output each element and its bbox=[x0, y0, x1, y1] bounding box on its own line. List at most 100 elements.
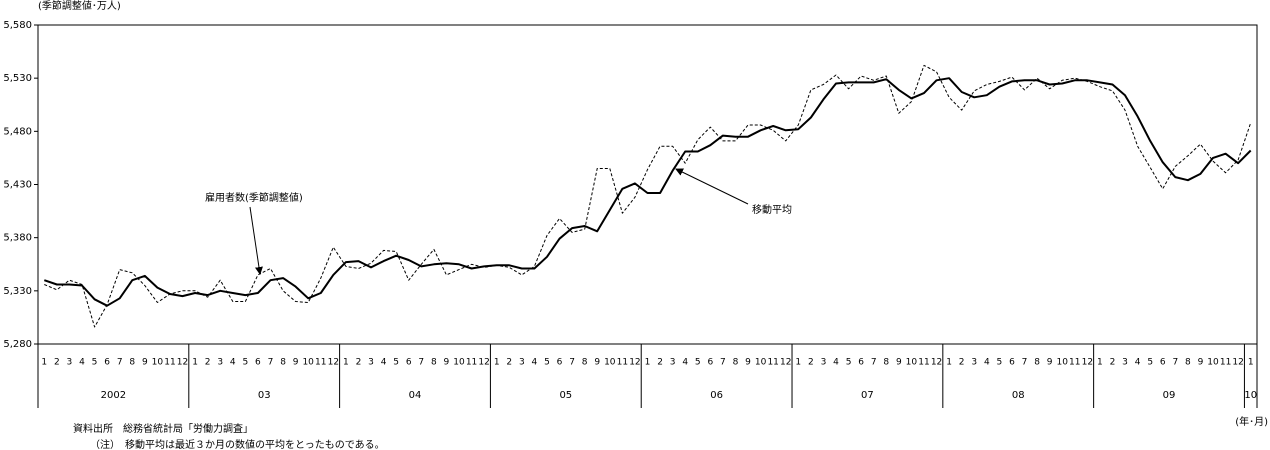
x-tick-label: 10 bbox=[755, 358, 767, 368]
y-unit-label: (季節調整値･万人) bbox=[38, 0, 121, 12]
x-tick-label: 1 bbox=[494, 358, 500, 368]
x-tick-label: 11 bbox=[1220, 358, 1231, 368]
group-label: 08 bbox=[1012, 390, 1025, 401]
x-tick-label: 2 bbox=[959, 358, 965, 368]
x-tick-label: 2 bbox=[205, 358, 211, 368]
x-tick-label: 12 bbox=[629, 358, 640, 368]
series-label: 移動平均 bbox=[752, 203, 792, 216]
note: （注） 移動平均は最近３か月の数値の平均をとったものである。 bbox=[90, 438, 385, 450]
x-tick-label: 1 bbox=[1097, 358, 1103, 368]
x-tick-label: 6 bbox=[1160, 358, 1166, 368]
x-tick-label: 6 bbox=[255, 358, 261, 368]
x-tick-label: 7 bbox=[871, 358, 877, 368]
x-tick-label: 8 bbox=[883, 358, 889, 368]
x-tick-label: 7 bbox=[117, 358, 123, 368]
x-tick-label: 1 bbox=[645, 358, 651, 368]
x-tick-label: 12 bbox=[1232, 358, 1243, 368]
x-tick-label: 10 bbox=[453, 358, 465, 368]
y-tick-label: 5,530 bbox=[3, 73, 32, 84]
series-label: 雇用者数(季節調整値) bbox=[205, 191, 303, 204]
x-tick-label: 3 bbox=[971, 358, 977, 368]
x-tick-label: 1 bbox=[946, 358, 952, 368]
x-tick-label: 12 bbox=[780, 358, 791, 368]
x-tick-label: 10 bbox=[302, 358, 314, 368]
x-tick-label: 3 bbox=[217, 358, 223, 368]
x-tick-label: 5 bbox=[997, 358, 1003, 368]
x-tick-label: 12 bbox=[931, 358, 942, 368]
x-tick-label: 7 bbox=[268, 358, 274, 368]
annotation-arrow bbox=[249, 206, 263, 275]
x-tick-label: 8 bbox=[1034, 358, 1040, 368]
x-tick-label: 4 bbox=[381, 358, 387, 368]
series-line bbox=[44, 64, 1252, 328]
x-tick-label: 6 bbox=[557, 358, 563, 368]
x-tick-label: 4 bbox=[532, 358, 538, 368]
x-tick-label: 5 bbox=[92, 358, 98, 368]
x-tick-label: 11 bbox=[164, 358, 175, 368]
x-tick-label: 9 bbox=[896, 358, 902, 368]
x-tick-label: 3 bbox=[1122, 358, 1128, 368]
x-tick-label: 8 bbox=[582, 358, 588, 368]
x-tick-label: 1 bbox=[41, 358, 47, 368]
x-tick-label: 11 bbox=[767, 358, 778, 368]
x-tick-label: 7 bbox=[1172, 358, 1178, 368]
x-tick-label: 7 bbox=[1022, 358, 1028, 368]
series-line bbox=[43, 77, 1252, 307]
x-tick-label: 2 bbox=[808, 358, 814, 368]
x-tick-label: 12 bbox=[1082, 358, 1093, 368]
x-tick-label: 3 bbox=[67, 358, 73, 368]
x-tick-label: 9 bbox=[1047, 358, 1053, 368]
x-tick-label: 10 bbox=[604, 358, 616, 368]
x-tick-label: 2 bbox=[356, 358, 362, 368]
group-label: 06 bbox=[710, 390, 723, 401]
source: 資料出所 総務省統計局「労働力調査」 bbox=[73, 422, 253, 435]
y-tick-label: 5,330 bbox=[3, 286, 32, 297]
x-tick-label: 4 bbox=[1135, 358, 1141, 368]
x-tick-label: 1 bbox=[795, 358, 801, 368]
x-tick-label: 2 bbox=[54, 358, 60, 368]
x-tick-label: 2 bbox=[657, 358, 663, 368]
x-tick-label: 10 bbox=[152, 358, 164, 368]
x-tick-label: 7 bbox=[569, 358, 575, 368]
x-tick-label: 9 bbox=[1198, 358, 1204, 368]
x-tick-label: 12 bbox=[328, 358, 339, 368]
x-tick-label: 4 bbox=[984, 358, 990, 368]
x-tick-label: 10 bbox=[906, 358, 918, 368]
x-tick-label: 7 bbox=[720, 358, 726, 368]
x-tick-label: 9 bbox=[293, 358, 299, 368]
x-tick-label: 3 bbox=[368, 358, 374, 368]
group-label: 2002 bbox=[101, 390, 126, 401]
x-tick-label: 4 bbox=[682, 358, 688, 368]
x-tick-label: 6 bbox=[104, 358, 110, 368]
x-tick-label: 3 bbox=[519, 358, 525, 368]
x-tick-label: 4 bbox=[230, 358, 236, 368]
group-label: 03 bbox=[258, 390, 271, 401]
x-tick-label: 11 bbox=[466, 358, 477, 368]
x-tick-label: 10 bbox=[1056, 358, 1068, 368]
x-tick-label: 5 bbox=[242, 358, 248, 368]
x-tick-label: 1 bbox=[192, 358, 198, 368]
x-tick-label: 5 bbox=[1147, 358, 1153, 368]
x-tick-label: 6 bbox=[707, 358, 713, 368]
x-tick-label: 5 bbox=[393, 358, 399, 368]
x-tick-label: 5 bbox=[544, 358, 550, 368]
y-tick-label: 5,580 bbox=[3, 20, 32, 31]
x-tick-label: 8 bbox=[733, 358, 739, 368]
x-tick-label: 8 bbox=[1185, 358, 1191, 368]
x-tick-label: 11 bbox=[1069, 358, 1080, 368]
x-tick-label: 1 bbox=[1248, 358, 1254, 368]
x-tick-label: 3 bbox=[670, 358, 676, 368]
y-tick-label: 5,280 bbox=[3, 339, 32, 350]
y-tick-label: 5,430 bbox=[3, 180, 32, 191]
group-label: 09 bbox=[1163, 390, 1176, 401]
x-tick-label: 9 bbox=[142, 358, 148, 368]
x-tick-label: 8 bbox=[431, 358, 437, 368]
x-tick-label: 4 bbox=[833, 358, 839, 368]
x-tick-label: 5 bbox=[695, 358, 701, 368]
x-tick-label: 4 bbox=[79, 358, 85, 368]
x-tick-label: 2 bbox=[1110, 358, 1116, 368]
x-tick-label: 8 bbox=[129, 358, 135, 368]
x-tick-label: 8 bbox=[280, 358, 286, 368]
x-tick-label: 5 bbox=[846, 358, 852, 368]
